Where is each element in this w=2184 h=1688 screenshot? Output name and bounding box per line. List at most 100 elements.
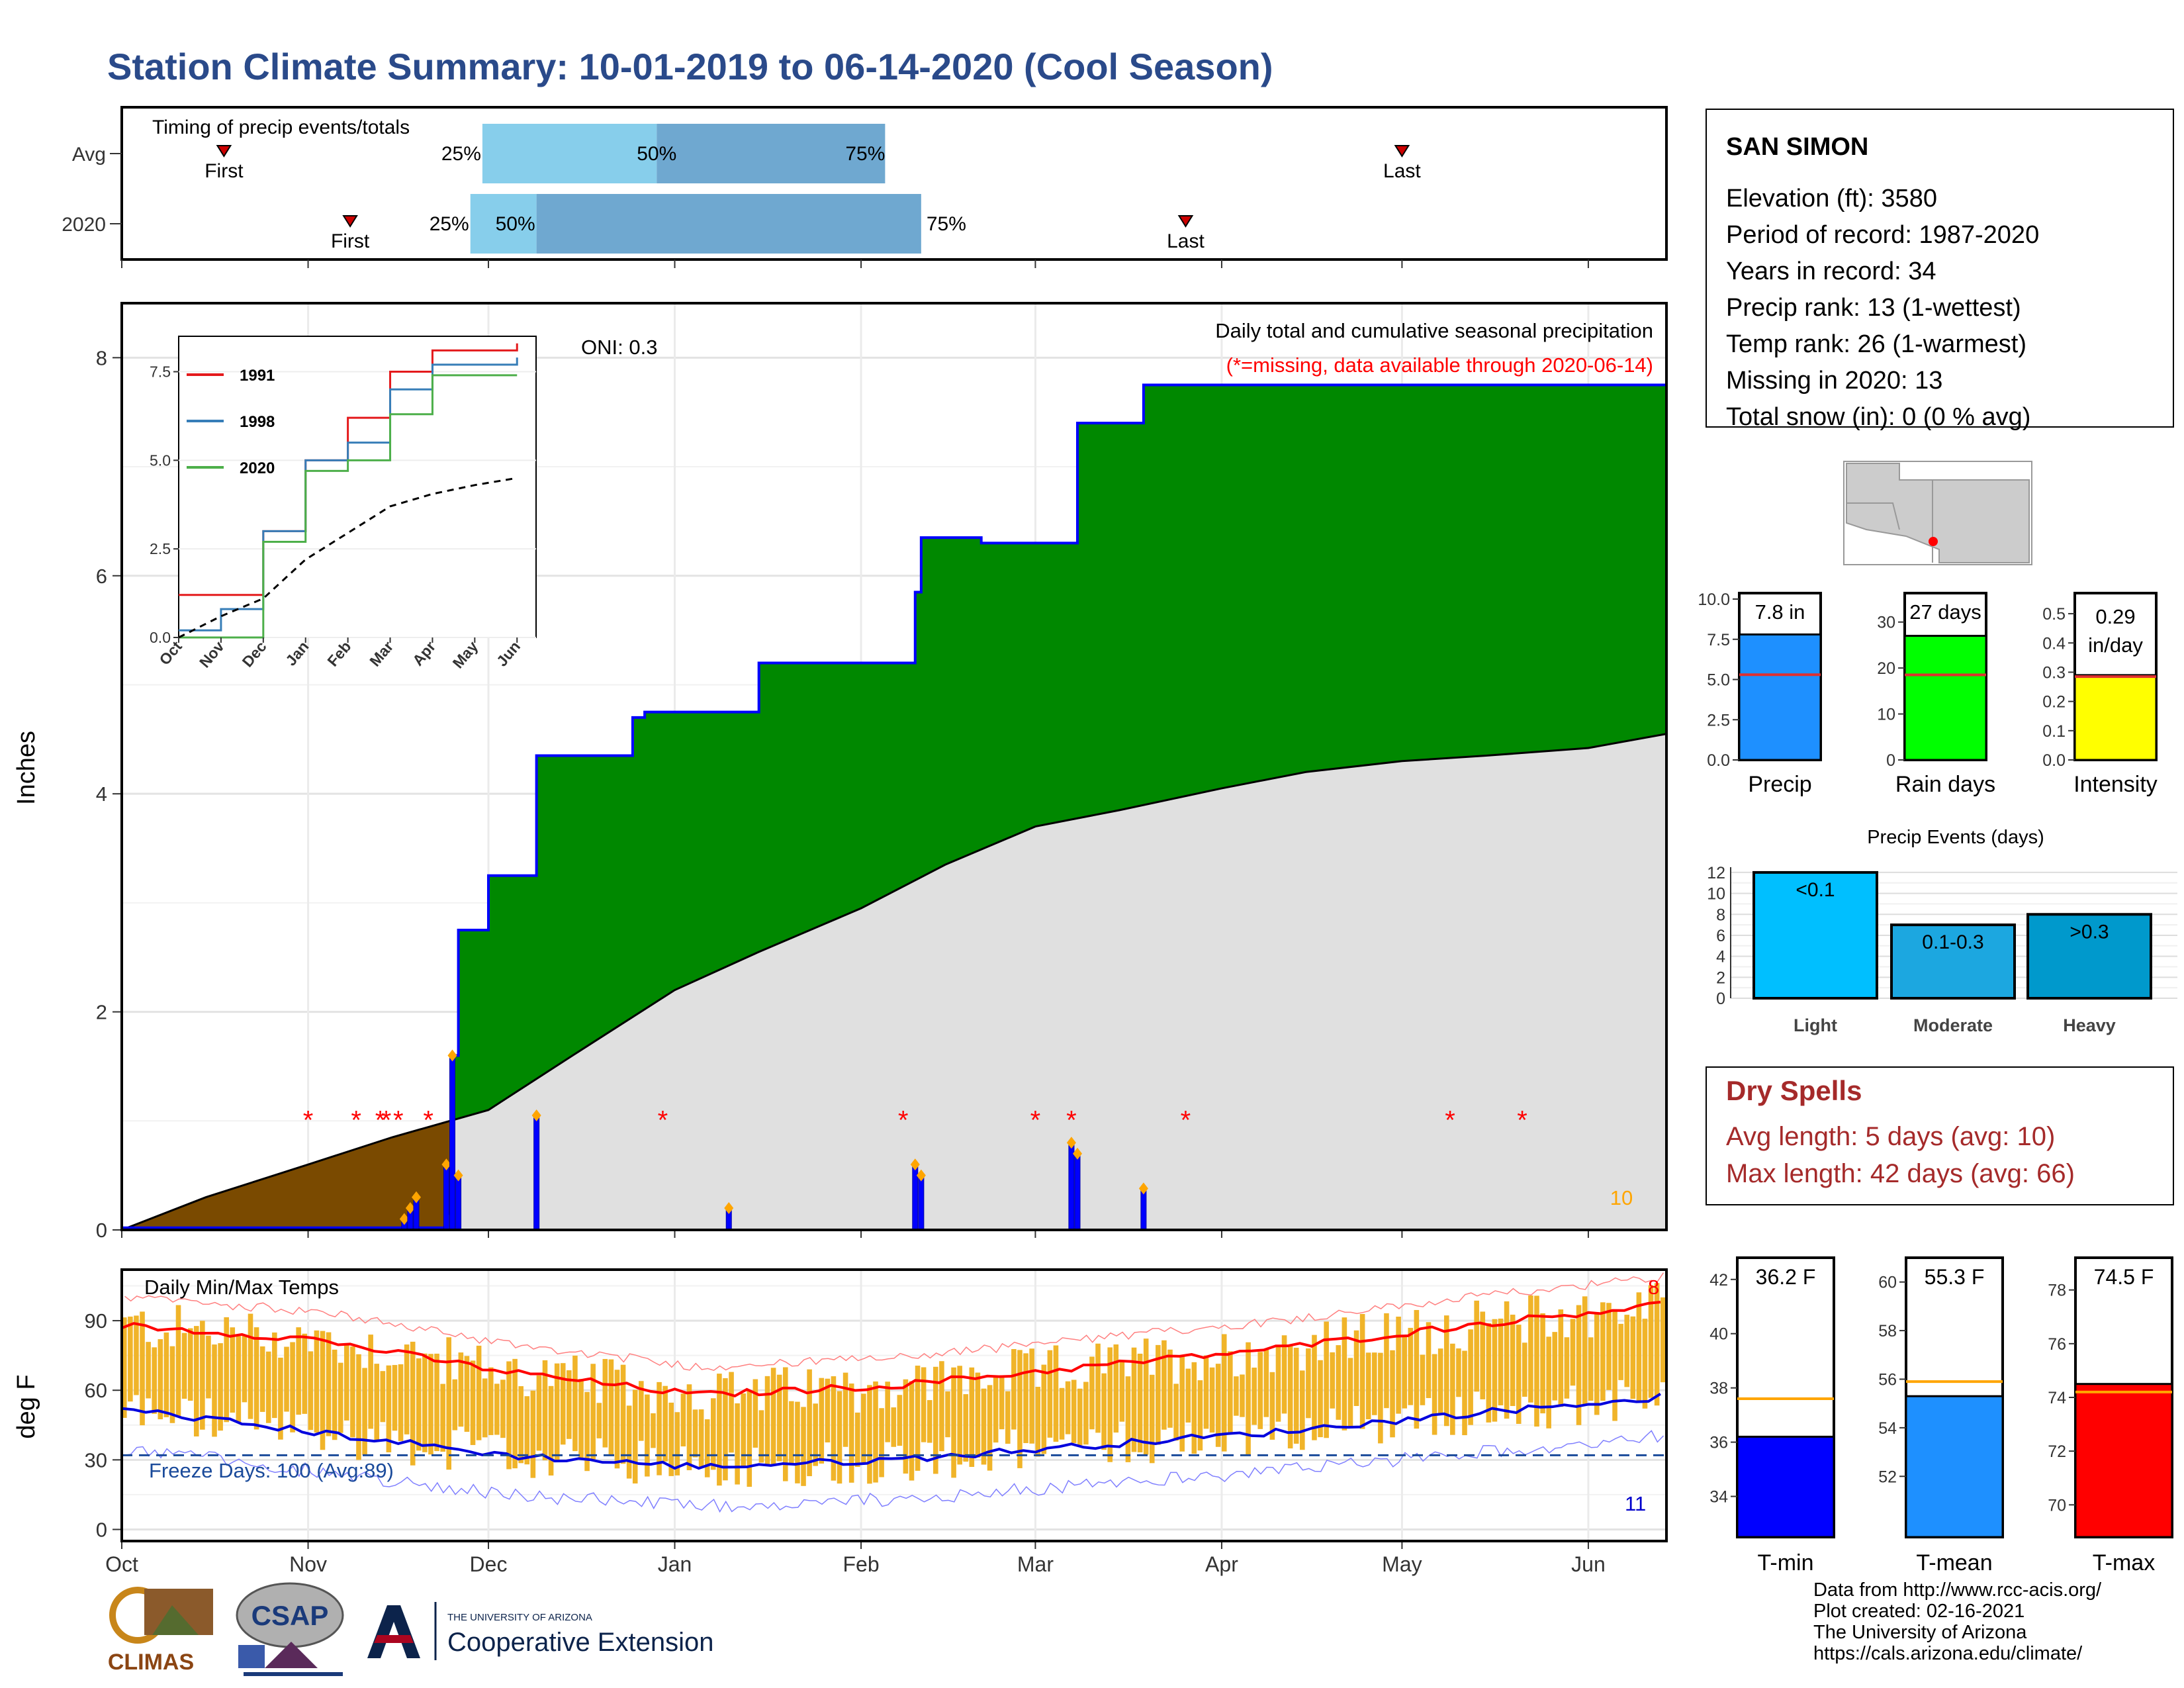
daily-temp-range-bar bbox=[1263, 1349, 1269, 1417]
daily-temp-range-bar bbox=[981, 1388, 987, 1465]
daily-temp-range-bar bbox=[536, 1375, 542, 1451]
temp-x-tick-label: Nov bbox=[289, 1552, 327, 1576]
events-bar bbox=[2026, 913, 2152, 1000]
daily-temp-range-bar bbox=[752, 1379, 758, 1448]
gauge-rain-days: 27 days 0 10 20 30 Rain days bbox=[1877, 592, 1995, 797]
daily-temp-range-bar bbox=[639, 1381, 644, 1441]
gauge-tick-label: 0.0 bbox=[2042, 751, 2066, 770]
daily-temp-range-bar bbox=[476, 1345, 482, 1440]
temp-y-axis-label: deg F bbox=[13, 1374, 40, 1438]
timing-bar-q1 bbox=[482, 124, 657, 183]
daily-temp-range-bar bbox=[1203, 1355, 1209, 1429]
daily-temp-range-bar bbox=[1630, 1316, 1636, 1399]
missing-data-marker: * bbox=[393, 1105, 404, 1135]
missing-data-marker: * bbox=[303, 1105, 314, 1135]
daily-temp-range-bar bbox=[1251, 1367, 1257, 1425]
daily-temp-range-bar bbox=[506, 1361, 512, 1470]
daily-temp-range-bar bbox=[1059, 1387, 1065, 1440]
missing-data-marker: * bbox=[658, 1105, 668, 1135]
daily-temp-range-bar bbox=[265, 1351, 271, 1423]
daily-temp-range-bar bbox=[1041, 1364, 1047, 1454]
daily-temp-range-bar bbox=[1209, 1367, 1215, 1433]
gauge-tick-label: 58 bbox=[1878, 1322, 1897, 1340]
daily-temp-range-bar bbox=[1197, 1380, 1203, 1451]
precip-events-chart: Precip Events (days) <0.1 Light 0.1-0.3 Mod… bbox=[1707, 827, 2177, 1035]
daily-temp-range-bar bbox=[320, 1331, 326, 1450]
daily-temp-range-bar bbox=[308, 1351, 314, 1430]
daily-temp-range-bar bbox=[1300, 1370, 1305, 1450]
temp-y-tick-label: 30 bbox=[85, 1448, 107, 1472]
gauge-tick-label: 2.5 bbox=[1707, 711, 1730, 729]
daily-temp-range-bar bbox=[169, 1346, 175, 1423]
daily-temp-range-bar bbox=[1582, 1296, 1588, 1405]
daily-temp-range-bar bbox=[1330, 1352, 1336, 1409]
daily-temp-range-bar bbox=[392, 1365, 398, 1431]
daily-temp-range-bar bbox=[1156, 1344, 1161, 1445]
timing-pct-label: 50% bbox=[496, 213, 535, 235]
daily-precip-marker bbox=[916, 1169, 926, 1182]
daily-temp-range-bar bbox=[1408, 1327, 1414, 1405]
daily-temp-range-bar bbox=[735, 1403, 740, 1485]
daily-temp-range-bar bbox=[801, 1407, 806, 1486]
gauge-tick-label: 0.1 bbox=[2042, 722, 2066, 741]
daily-temp-range-bar bbox=[711, 1398, 716, 1470]
daily-precip-bar bbox=[918, 1175, 925, 1231]
daily-temp-range-bar bbox=[975, 1372, 981, 1458]
daily-temp-range-bar bbox=[921, 1367, 927, 1442]
daily-temp-range-bar bbox=[626, 1405, 632, 1479]
daily-temp-range-bar bbox=[128, 1316, 133, 1402]
daily-temp-range-bar bbox=[674, 1412, 680, 1476]
daily-temp-range-bar bbox=[698, 1409, 704, 1468]
missing-data-marker: * bbox=[381, 1105, 392, 1135]
daily-temp-range-bar bbox=[692, 1409, 698, 1458]
gauge-value: 36.2 F bbox=[1756, 1265, 1816, 1289]
daily-temp-range-bar bbox=[1107, 1347, 1113, 1462]
daily-temp-range-bar bbox=[314, 1330, 320, 1433]
daily-temp-range-bar bbox=[416, 1358, 422, 1451]
gauge-label: Rain days bbox=[1895, 772, 1995, 797]
daily-temp-range-bar bbox=[1047, 1350, 1053, 1438]
gauge-tick-label: 0.2 bbox=[2042, 693, 2066, 712]
daily-temp-range-bar bbox=[1281, 1335, 1287, 1414]
gauge-tick-label: 38 bbox=[1709, 1380, 1728, 1398]
daily-temp-range-bar bbox=[596, 1403, 602, 1438]
daily-temp-range-bar bbox=[290, 1342, 295, 1432]
missing-data-marker: * bbox=[1030, 1105, 1041, 1135]
daily-temp-range-bar bbox=[218, 1343, 223, 1431]
daily-temp-range-bar bbox=[602, 1358, 608, 1448]
daily-temp-range-bar bbox=[163, 1332, 169, 1417]
daily-temp-range-bar bbox=[1143, 1338, 1149, 1455]
station-name: SAN SIMON bbox=[1726, 133, 1868, 161]
daily-temp-range-bar bbox=[747, 1391, 752, 1487]
events-y-tick-label: 4 bbox=[1716, 948, 1725, 966]
average-cumulative-line bbox=[121, 733, 1667, 1231]
daily-temp-range-bar bbox=[422, 1353, 428, 1452]
daily-temp-range-bar bbox=[1005, 1391, 1011, 1444]
ua-logo-line2: Cooperative Extension bbox=[447, 1628, 713, 1657]
gauge-bar bbox=[1738, 633, 1822, 761]
daily-temp-range-bar bbox=[963, 1394, 969, 1462]
daily-temp-range-bar bbox=[1131, 1347, 1137, 1452]
timing-title: Timing of precip events/totals bbox=[152, 117, 410, 138]
freeze-days-label: Freeze Days: 100 (Avg:89) bbox=[149, 1459, 394, 1482]
missing-data-marker: * bbox=[375, 1105, 386, 1135]
inset-y-tick-label: 5.0 bbox=[150, 451, 171, 469]
oni-label: ONI: 0.3 bbox=[581, 336, 657, 359]
events-title: Precip Events (days) bbox=[1867, 827, 2044, 848]
cold-days-count: 11 bbox=[1625, 1492, 1646, 1515]
temp-x-tick-label: Mar bbox=[1017, 1552, 1054, 1576]
daily-temp-range-bar bbox=[1564, 1337, 1570, 1399]
gauge-tick-label: 5.0 bbox=[1707, 671, 1730, 690]
daily-temp-range-bar bbox=[362, 1368, 367, 1455]
daily-temp-range-bar bbox=[819, 1378, 825, 1464]
gauge-label: T-max bbox=[2093, 1550, 2155, 1575]
daily-temp-range-bar bbox=[1053, 1345, 1059, 1442]
daily-temp-range-bar bbox=[1384, 1313, 1389, 1409]
daily-temp-range-bar bbox=[1179, 1355, 1185, 1452]
daily-temp-range-bar bbox=[723, 1378, 728, 1481]
daily-temp-range-bar bbox=[1437, 1348, 1443, 1415]
gauge-bar bbox=[1736, 1435, 1835, 1538]
timing-pct-label: 75% bbox=[845, 143, 885, 165]
daily-temp-range-bar bbox=[1324, 1321, 1329, 1438]
daily-temp-range-bar bbox=[1318, 1360, 1323, 1438]
